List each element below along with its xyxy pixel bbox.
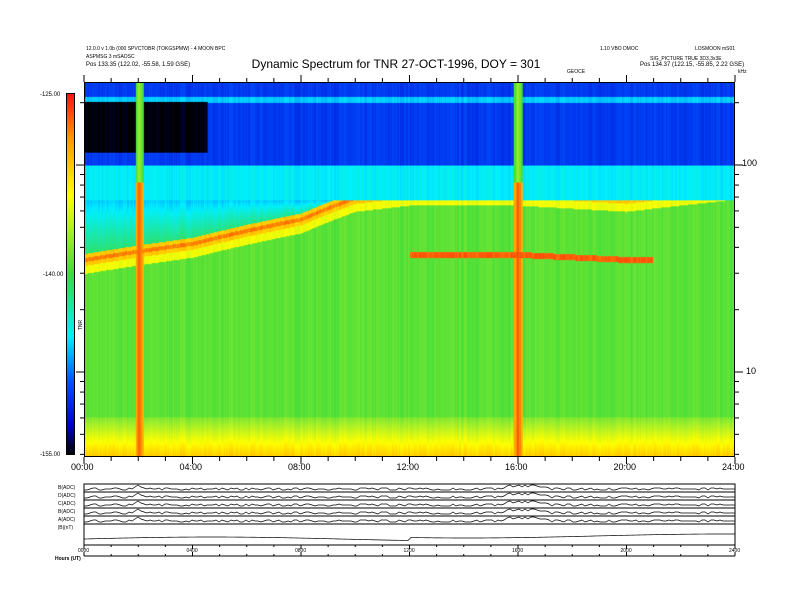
lower-panel-trace [83, 508, 735, 515]
y-axis-unit: kHz [738, 69, 747, 75]
header-right-line1b: LOSMOON mS01 [695, 46, 736, 52]
x-tick-label: 20:00 [613, 462, 637, 472]
x-tick-label: 16:00 [505, 462, 528, 472]
x-tick-label: 08:00 [288, 462, 311, 472]
lower-x-tick-label: 1600 [512, 548, 524, 554]
lower-panel-frame [83, 523, 736, 546]
colorbar-tick-top: -125.00 [40, 92, 61, 98]
lower-x-tick-label: 0000 [78, 548, 90, 554]
colorbar-tick-bottom: -155.00 [40, 452, 61, 458]
header-left-line2: ASPMSG 3 mSAOSC [86, 54, 135, 60]
header-mid-tag: GEOCE [567, 69, 586, 75]
x-tick-label: 04:00 [179, 462, 203, 472]
y-tick-100: 100 [742, 158, 758, 168]
chart-title: Dynamic Spectrum for TNR 27-OCT-1996, DO… [251, 57, 541, 71]
header-right-line3: Pos 134.37 (122.15, -55.85, 2.22 GSE) [640, 62, 745, 68]
lower-panel-trace [83, 533, 736, 542]
lower-panel-trace [83, 484, 735, 491]
colorbar [66, 93, 75, 455]
x-tick-label: 24:00 [722, 462, 745, 472]
lower-panel-label: B(ADC) [58, 485, 76, 491]
lower-panel-label: |B|(nT) [58, 525, 74, 531]
dynamic-spectrum-heatmap [84, 82, 735, 457]
x-tick-label: 00:00 [71, 462, 94, 472]
lower-panel-trace [83, 500, 735, 507]
header-right-line2: SIG_PICTURE TRUE 3D3,3x3E [650, 56, 722, 62]
header-right-line1: 1.10 VBO DMOC [600, 46, 639, 52]
colorbar-tick-mid: -140.00 [43, 272, 64, 278]
lower-x-tick-label: 0800 [295, 548, 307, 554]
lower-panel-label: B(ADC) [58, 509, 76, 515]
lower-panel-trace [83, 516, 735, 523]
lower-x-tick-label: 1200 [403, 548, 415, 554]
header-left-line3: Pos 133.35 (122.02, -55.58, 1.59 GSE) [86, 62, 191, 68]
x-tick-label: 12:00 [396, 462, 420, 472]
header-left-line1: 12.0.0 v 1.0b (000 SPVCTOBR (TOKGSPMW) -… [86, 46, 226, 52]
lower-x-tick-label: 2400 [729, 548, 741, 554]
lower-panel-label: C(ADC) [58, 501, 76, 507]
y-tick-10: 10 [746, 366, 757, 376]
lower-panel-label: D(ADC) [58, 493, 76, 499]
lower-x-tick-label: 0400 [186, 548, 198, 554]
lower-x-tick-label: 2000 [620, 548, 632, 554]
lower-panel-trace [83, 492, 735, 499]
lower-panel-label: A(ADC) [58, 517, 76, 523]
lower-footer-label: Hours (UT) [55, 556, 81, 562]
